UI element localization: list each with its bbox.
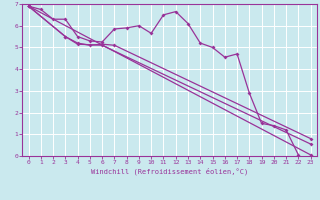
X-axis label: Windchill (Refroidissement éolien,°C): Windchill (Refroidissement éolien,°C) <box>91 168 248 175</box>
